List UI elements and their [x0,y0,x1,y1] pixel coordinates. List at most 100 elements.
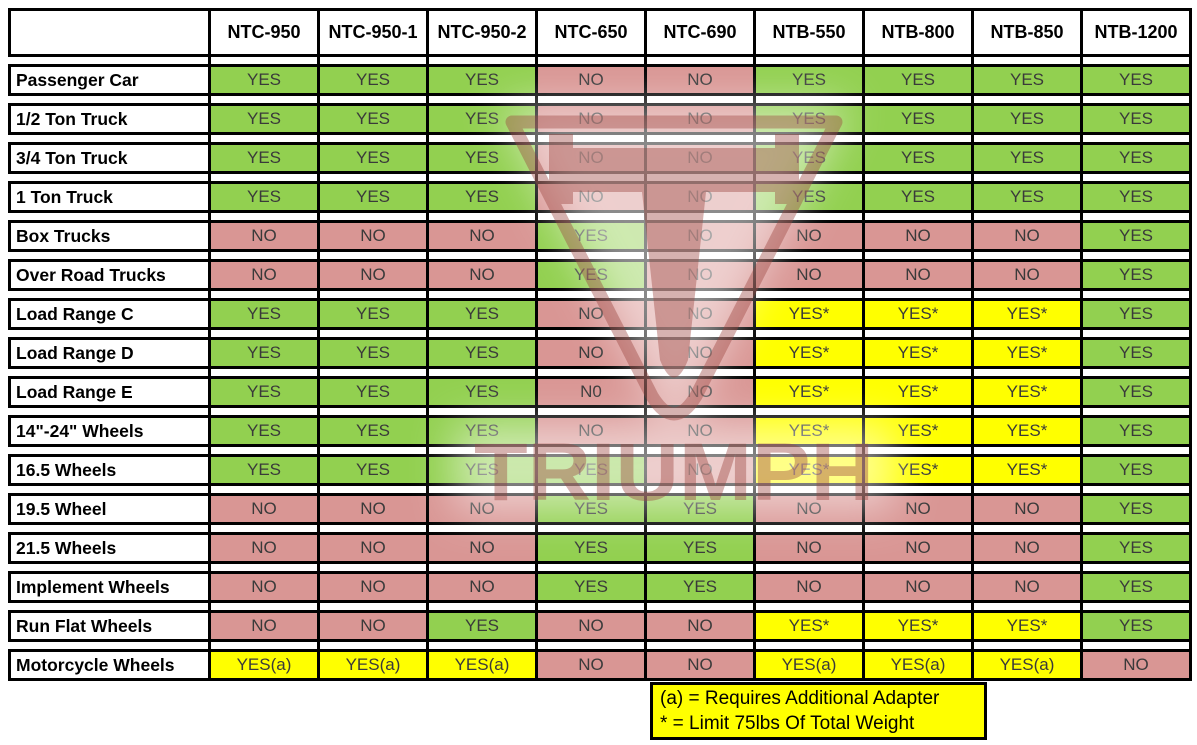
row-gap [9,172,1192,183]
cell: NO [426,493,538,525]
spacer-cell [535,250,647,261]
spacer-cell [971,172,1083,183]
cell: NO [753,532,865,564]
row-label: Load Range D [8,337,211,369]
cell: NO [208,571,320,603]
spacer-cell [426,211,538,222]
spacer-cell [644,601,756,612]
cell: YES [208,337,320,369]
spacer-cell [426,328,538,339]
table-row: 16.5 Wheels YES YES YES YES NO YES* YES* YES* YES [8,454,1192,486]
spacer-cell [9,250,210,261]
spacer-cell [208,523,320,534]
cell: YES [1080,103,1192,135]
spacer-cell [1080,55,1192,66]
row-label: 21.5 Wheels [8,532,211,564]
spacer-cell [753,406,865,417]
cell: YES* [753,610,865,642]
spacer-cell [535,445,647,456]
cell: NO [644,142,756,174]
spacer-cell [753,328,865,339]
cell: YES [426,415,538,447]
cell: YES [426,103,538,135]
table-row: 1 Ton Truck YES YES YES NO NO YES YES YES YES [8,181,1192,213]
cell: NO [317,493,429,525]
spacer-cell [317,484,429,495]
cell: YES(a) [971,649,1083,681]
row-label: Motorcycle Wheels [8,649,211,681]
spacer-cell [862,133,974,144]
cell: YES [971,64,1083,96]
row-gap [9,328,1192,339]
spacer-cell [862,523,974,534]
spacer-cell [535,172,647,183]
spacer-cell [208,484,320,495]
cell: YES [1080,376,1192,408]
cell: NO [862,493,974,525]
spacer-cell [862,562,974,573]
spacer-cell [644,250,756,261]
spacer-cell [9,172,210,183]
spacer-cell [753,562,865,573]
cell: YES [208,64,320,96]
table-row: Load Range D YES YES YES NO NO YES* YES* YES* YES [8,337,1192,369]
spacer-cell [971,445,1083,456]
cell: YES [753,103,865,135]
spacer-cell [971,289,1083,300]
cell: NO [426,532,538,564]
spacer-cell [317,328,429,339]
cell: YES* [753,376,865,408]
table-row: Passenger Car YES YES YES NO NO YES YES YES YES [8,64,1192,96]
cell: YES [644,532,756,564]
cell: NO [426,220,538,252]
spacer-cell [317,94,429,105]
spacer-cell [208,289,320,300]
table-row: Implement Wheels NO NO NO YES YES NO NO NO YES [8,571,1192,603]
cell: NO [862,571,974,603]
spacer-cell [208,133,320,144]
corner-cell [8,8,211,57]
cell: YES [1080,532,1192,564]
spacer-cell [535,94,647,105]
spacer-cell [317,211,429,222]
row-gap [9,211,1192,222]
spacer-cell [1080,133,1192,144]
cell: YES [1080,415,1192,447]
spacer-cell [317,562,429,573]
col-header: NTC-950-1 [317,8,429,57]
spacer-cell [9,523,210,534]
spacer-cell [753,94,865,105]
cell: YES [317,376,429,408]
cell: NO [644,337,756,369]
cell: YES [535,259,647,291]
cell: YES* [753,298,865,330]
spacer-cell [644,55,756,66]
cell: YES [1080,220,1192,252]
spacer-cell [535,484,647,495]
spacer-cell [208,601,320,612]
col-header: NTB-1200 [1080,8,1192,57]
spacer-cell [426,640,538,651]
spacer-cell [535,640,647,651]
spacer-cell [426,445,538,456]
spacer-cell [9,367,210,378]
table-row: 1/2 Ton Truck YES YES YES NO NO YES YES YES YES [8,103,1192,135]
spacer-cell [208,328,320,339]
cell: YES [862,142,974,174]
cell: N0 [535,376,647,408]
cell: YES [1080,571,1192,603]
cell: NO [862,259,974,291]
cell: NO [644,610,756,642]
spacer-cell [862,94,974,105]
cell: YES* [971,337,1083,369]
cell: NO [753,571,865,603]
spacer-cell [317,640,429,651]
cell: NO [753,259,865,291]
spacer-cell [535,328,647,339]
cell: YES [1080,298,1192,330]
spacer-cell [535,523,647,534]
cell: YES* [753,415,865,447]
spacer-cell [862,601,974,612]
spacer-cell [862,484,974,495]
